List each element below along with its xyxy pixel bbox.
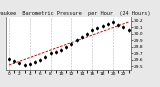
Title: Milwaukee  Barometric Pressure  per Hour  (24 Hours): Milwaukee Barometric Pressure per Hour (… [0, 11, 150, 16]
